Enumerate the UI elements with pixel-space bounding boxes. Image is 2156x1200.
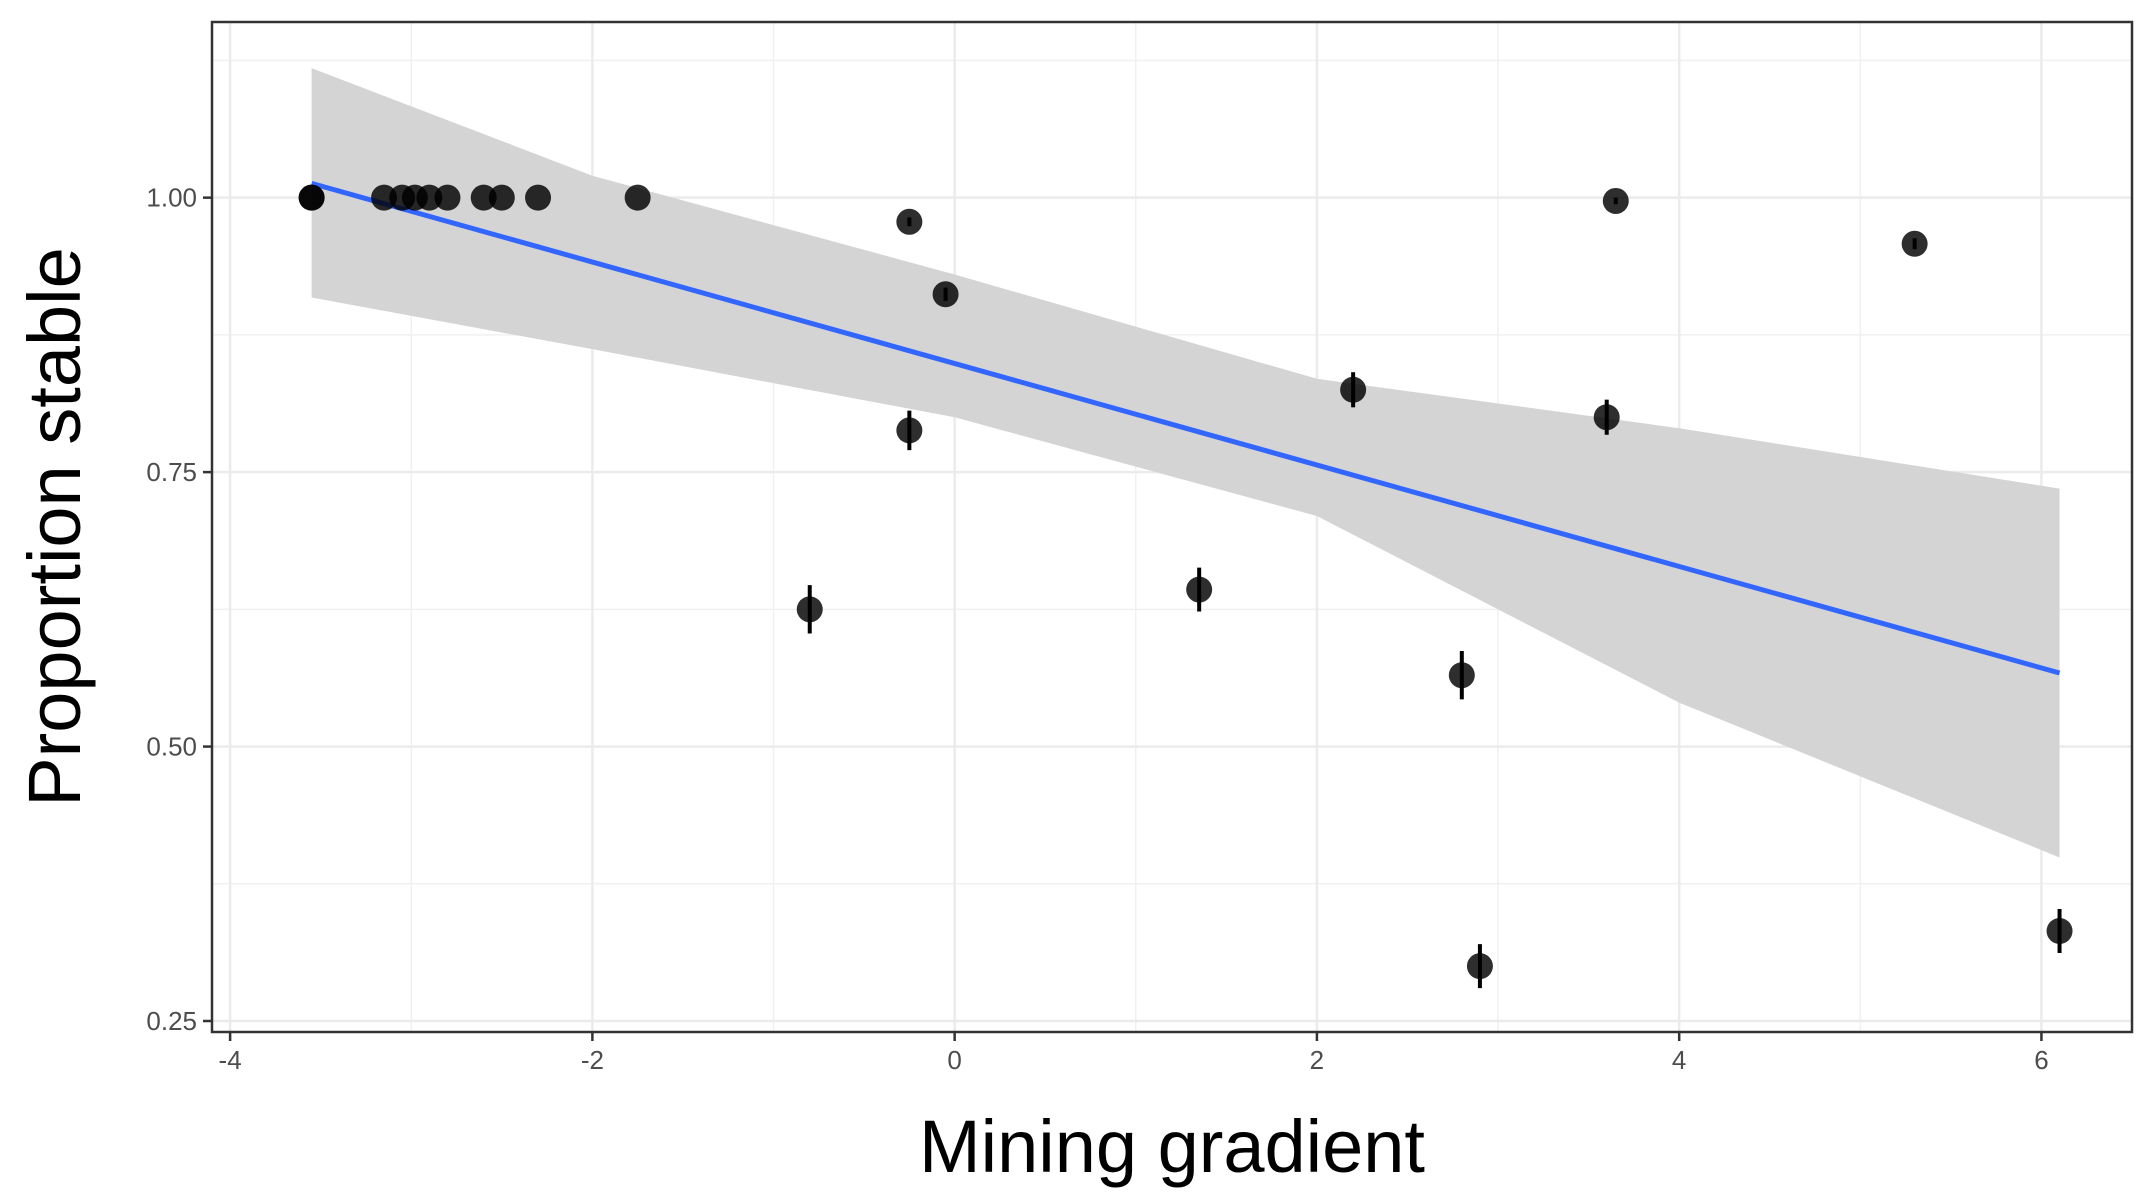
x-tick-label: 6 [2034,1045,2048,1075]
data-point [796,596,823,623]
data-point [416,184,443,211]
data-point [488,184,515,211]
data-point [1448,662,1475,689]
data-point [1593,404,1620,431]
confidence-band [311,68,2060,858]
x-tick-label: 4 [1672,1045,1686,1075]
data-point [896,417,923,444]
data-point [470,184,497,211]
y-tick-label: 0.50 [146,732,197,762]
x-tick-label: -2 [581,1045,604,1075]
data-point [434,184,461,211]
x-tick-label: 2 [1310,1045,1324,1075]
data-point [1340,376,1367,403]
data-point [2046,918,2073,944]
data-points [298,184,2073,989]
data-point [1602,187,1629,214]
x-axis-ticks: -4 -2 0 2 4 6 [219,1032,2049,1075]
y-axis-ticks: 0.25 0.50 0.75 1.00 [146,183,212,1036]
x-axis-title: Mining gradient [919,1105,1425,1188]
data-point [1901,230,1928,257]
data-point [932,281,959,308]
data-point [371,184,398,211]
y-axis-title: Proportion stable [13,247,96,806]
data-point [298,184,325,211]
y-tick-label: 0.25 [146,1006,197,1036]
data-point [525,184,552,211]
x-tick-label: 0 [947,1045,961,1075]
data-point [624,184,651,211]
data-point [896,208,923,235]
y-tick-label: 0.75 [146,457,197,487]
regression-line [310,180,2061,676]
data-point [1466,953,1493,980]
data-point [1186,576,1213,603]
y-tick-label: 1.00 [146,183,197,213]
x-tick-label: -4 [219,1045,242,1075]
panel-border [210,20,2134,1034]
